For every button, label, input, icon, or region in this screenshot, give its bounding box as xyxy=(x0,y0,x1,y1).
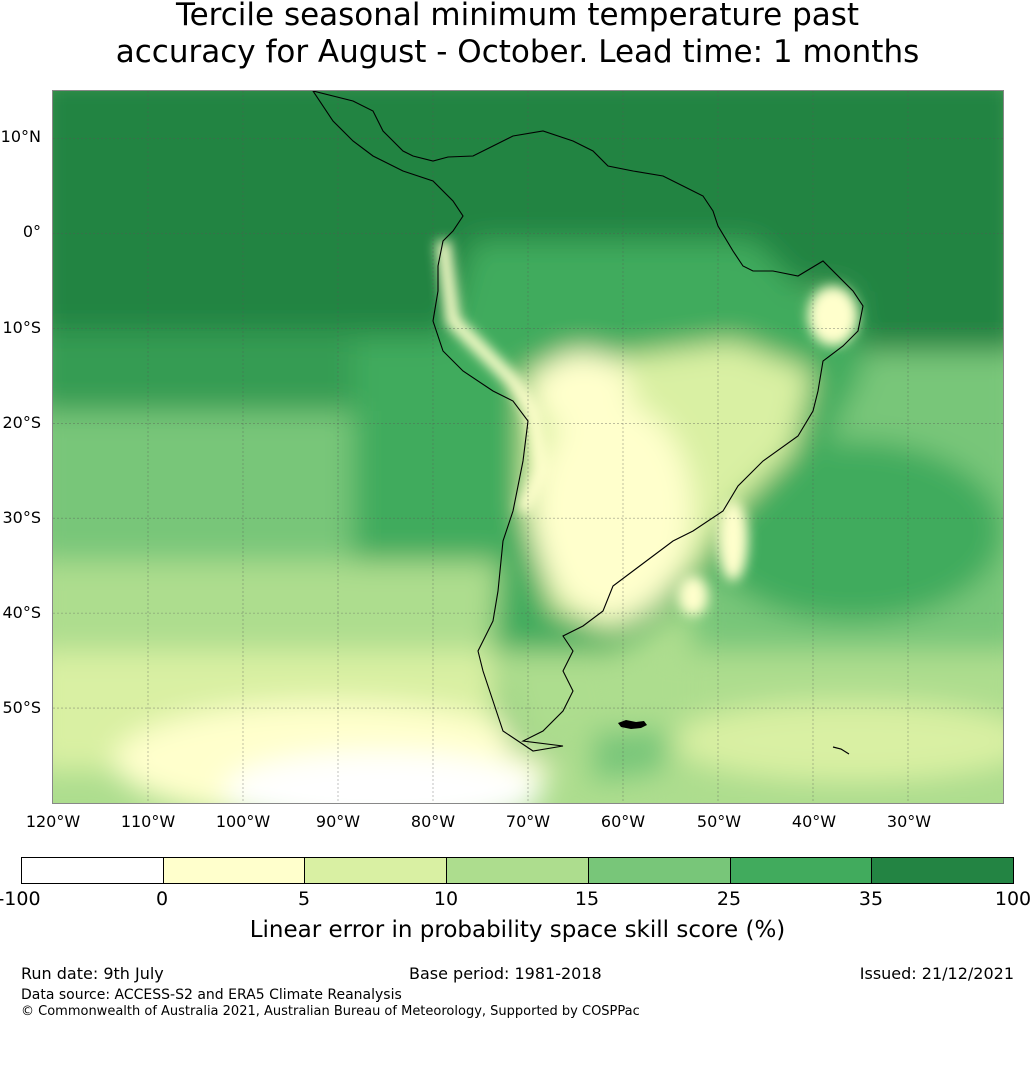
falkland-islands xyxy=(618,720,647,729)
colorbar-tick: 25 xyxy=(716,888,742,910)
colorbar-segment xyxy=(447,858,589,883)
lon-label-90w: 90°W xyxy=(315,812,361,831)
copyright: © Commonwealth of Australia 2021, Austra… xyxy=(21,1004,640,1019)
issued-date: Issued: 21/12/2021 xyxy=(859,964,1014,983)
lon-label-70w: 70°W xyxy=(505,812,551,831)
lat-label-0: 0° xyxy=(22,222,41,241)
lat-label-40s: 40°S xyxy=(2,603,41,622)
lon-label-40w: 40°W xyxy=(791,812,837,831)
lat-label-10n: 10°N xyxy=(0,127,41,146)
colorbar-segment xyxy=(588,858,731,883)
lon-label-80w: 80°W xyxy=(410,812,456,831)
lat-label-20s: 20°S xyxy=(2,413,41,432)
base-period: Base period: 1981-2018 xyxy=(409,964,602,983)
colorbar xyxy=(21,857,1014,884)
lon-label-50w: 50°W xyxy=(696,812,742,831)
graticule xyxy=(53,91,1003,803)
map-title: Tercile seasonal minimum temperature pas… xyxy=(0,0,1035,71)
colorbar-tick: 100 xyxy=(994,888,1032,910)
colorbar-segment xyxy=(163,858,306,883)
colorbar-segment xyxy=(872,858,1014,883)
skill-highlights xyxy=(436,240,858,616)
colorbar-segment xyxy=(730,858,873,883)
colorbar-tick: 35 xyxy=(858,888,884,910)
run-date: Run date: 9th July xyxy=(21,964,164,983)
colorbar-label: Linear error in probability space skill … xyxy=(249,917,786,943)
lon-label-120w: 120°W xyxy=(25,812,81,831)
colorbar-tick: -100 xyxy=(0,888,41,910)
colorbar-tick: 10 xyxy=(433,888,459,910)
skill-score-map xyxy=(53,91,1003,803)
lat-label-30s: 30°S xyxy=(2,508,41,527)
map-panel: 10°N 0° 10°S 20°S 30°S 40°S 50°S xyxy=(1,90,1004,804)
south-georgia xyxy=(832,746,850,755)
colorbar-tick: 15 xyxy=(574,888,600,910)
lon-label-110w: 110°W xyxy=(120,812,176,831)
lat-label-10s: 10°S xyxy=(2,318,41,337)
colorbar-tick: 5 xyxy=(297,888,311,910)
data-source: Data source: ACCESS-S2 and ERA5 Climate … xyxy=(21,987,402,1003)
lon-label-100w: 100°W xyxy=(215,812,271,831)
colorbar-tick: 0 xyxy=(155,888,169,910)
colorbar-segment xyxy=(305,858,448,883)
title-line-1: Tercile seasonal minimum temperature pas… xyxy=(175,0,860,33)
title-line-2: accuracy for August - October. Lead time… xyxy=(115,34,920,70)
colorbar-segment xyxy=(22,858,164,883)
lon-label-30w: 30°W xyxy=(886,812,932,831)
lat-label-50s: 50°S xyxy=(2,698,41,717)
south-america-coastline xyxy=(312,91,864,752)
lon-label-60w: 60°W xyxy=(600,812,646,831)
